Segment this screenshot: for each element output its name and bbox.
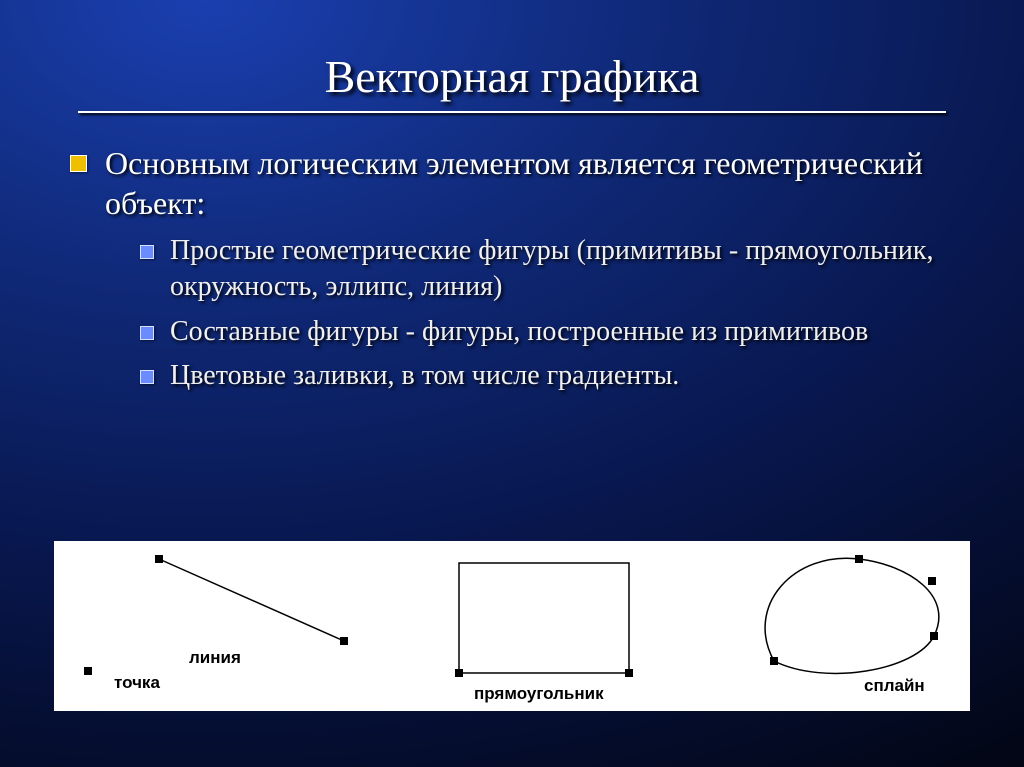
label-point: точка: [114, 673, 160, 692]
spline-primitive: [765, 558, 939, 673]
spline-handle: [770, 657, 778, 665]
square-bullet-icon: [70, 155, 87, 172]
slide: Векторная графика Основным логическим эл…: [0, 0, 1024, 767]
bullet-level2: Цветовые заливки, в том числе градиенты.: [140, 358, 964, 394]
point-handle: [84, 667, 92, 675]
primitives-svg: точка линия прямоугольник сплайн: [54, 541, 970, 711]
title-underline: [78, 111, 946, 113]
label-spline: сплайн: [864, 676, 925, 695]
rect-handle-br: [625, 669, 633, 677]
spline-handle: [928, 577, 936, 585]
line-primitive: [159, 559, 344, 641]
bullet-text-sub1: Простые геометрические фигуры (примитивы…: [170, 233, 964, 306]
bullet-level2: Простые геометрические фигуры (примитивы…: [140, 233, 964, 306]
primitives-figure: точка линия прямоугольник сплайн: [54, 541, 970, 711]
spline-handle: [855, 555, 863, 563]
content-area: Основным логическим элементом является г…: [60, 143, 964, 395]
bullet-text-sub3: Цветовые заливки, в том числе градиенты.: [170, 358, 679, 394]
sub-bullets: Простые геометрические фигуры (примитивы…: [70, 233, 964, 395]
spline-handle: [930, 632, 938, 640]
bullet-text-main: Основным логическим элементом является г…: [105, 143, 964, 223]
square-bullet-icon: [140, 326, 154, 340]
bullet-level2: Составные фигуры - фигуры, построенные и…: [140, 314, 964, 350]
line-handle-start: [155, 555, 163, 563]
square-bullet-icon: [140, 370, 154, 384]
rectangle-primitive: [459, 563, 629, 673]
line-handle-end: [340, 637, 348, 645]
label-line: линия: [189, 648, 241, 667]
square-bullet-icon: [140, 245, 154, 259]
bullet-level1: Основным логическим элементом является г…: [70, 143, 964, 223]
label-rect: прямоугольник: [474, 684, 604, 703]
rect-handle-bl: [455, 669, 463, 677]
slide-title: Векторная графика: [60, 40, 964, 103]
bullet-text-sub2: Составные фигуры - фигуры, построенные и…: [170, 314, 868, 350]
